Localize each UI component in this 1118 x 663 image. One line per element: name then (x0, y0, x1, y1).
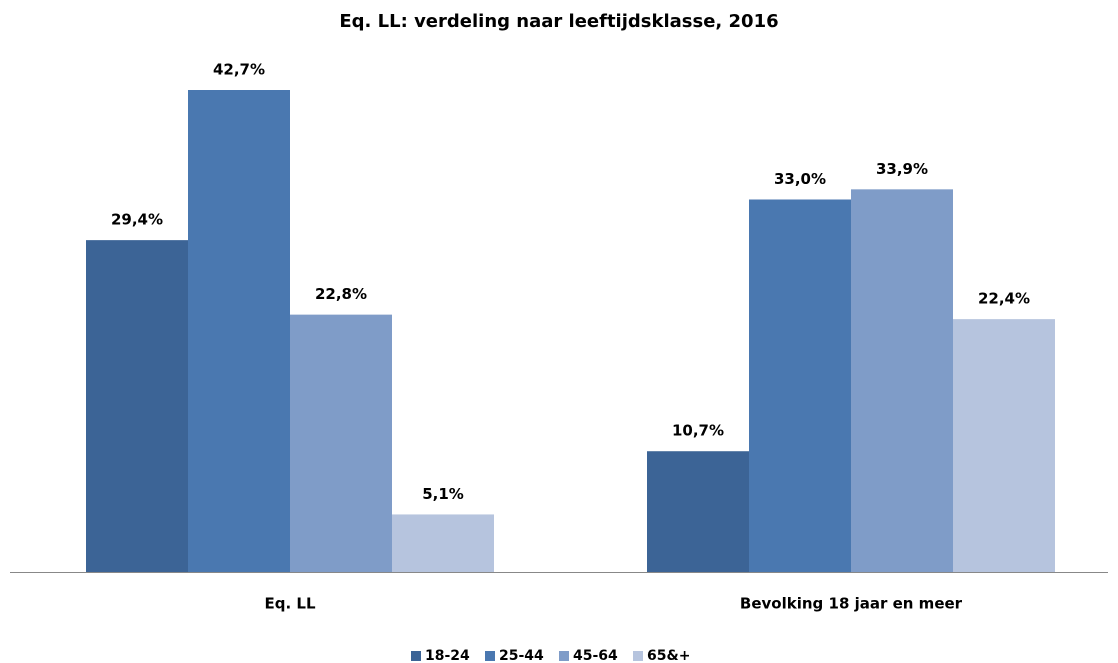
legend-label: 18-24 (425, 648, 470, 663)
value-label: 29,4% (111, 211, 163, 229)
legend-swatch (485, 651, 495, 661)
legend-label: 25-44 (499, 648, 544, 663)
value-label: 5,1% (422, 485, 464, 503)
legend-swatch (633, 651, 643, 661)
bar (188, 90, 290, 572)
bar (953, 319, 1055, 572)
bar (851, 189, 953, 572)
value-label: 22,8% (315, 285, 367, 303)
value-label: 33,9% (876, 160, 928, 178)
legend-label: 45-64 (573, 648, 618, 663)
x-tick-label: Eq. LL (264, 595, 315, 613)
bar (647, 451, 749, 572)
x-tick-label: Bevolking 18 jaar en meer (740, 595, 963, 613)
value-label: 22,4% (978, 290, 1030, 308)
value-label: 10,7% (672, 422, 724, 440)
bar (392, 514, 494, 572)
value-label: 33,0% (774, 170, 826, 188)
bar (86, 240, 188, 572)
legend-label: 65&+ (647, 648, 690, 663)
value-label: 42,7% (213, 61, 265, 79)
chart-title: Eq. LL: verdeling naar leeftijdsklasse, … (339, 11, 778, 32)
legend-swatch (411, 651, 421, 661)
bar (290, 314, 392, 572)
bar (749, 199, 851, 572)
legend-swatch (559, 651, 569, 661)
